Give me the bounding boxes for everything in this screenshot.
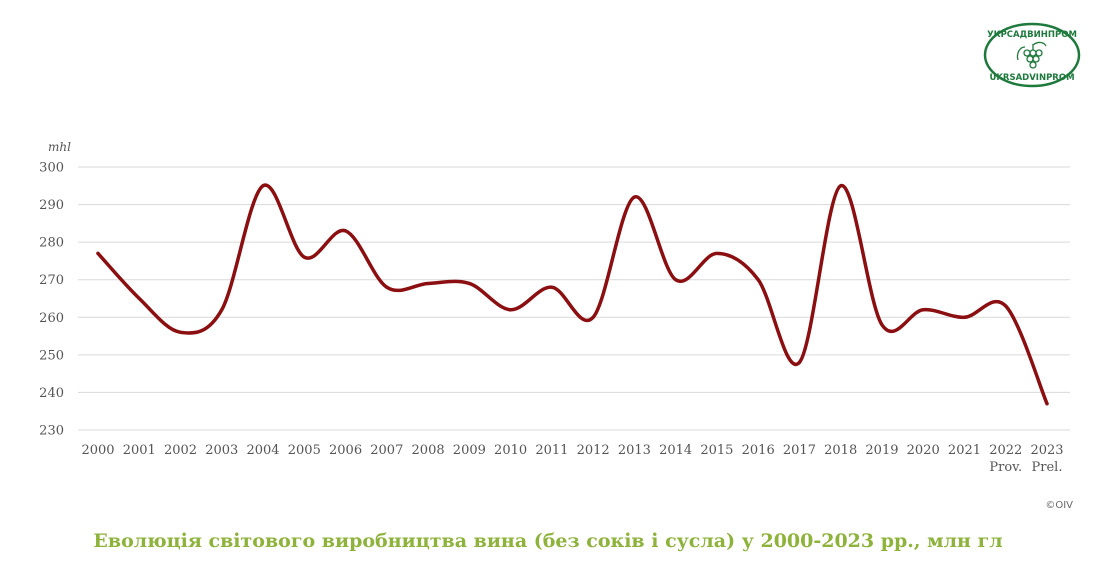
data-point-2008 [426, 281, 430, 286]
data-point-2013 [632, 195, 636, 199]
x-tick-label-2001: 2001 [123, 443, 156, 458]
data-point-2001 [137, 296, 141, 301]
data-point-2018 [839, 184, 843, 188]
x-tick-label-2023: 2023 [1030, 443, 1063, 458]
x-tick-label-2015: 2015 [700, 443, 733, 458]
data-point-2005 [302, 255, 306, 259]
y-tick-label-250: 250 [39, 348, 64, 363]
x-tick-label-2009: 2009 [453, 443, 486, 458]
x-tick-label-2011: 2011 [535, 443, 568, 458]
data-point-2009 [467, 281, 471, 286]
data-point-2019 [880, 323, 884, 327]
data-point-2006 [343, 229, 348, 233]
series [96, 183, 1049, 406]
x-tick-label-2010: 2010 [494, 443, 527, 458]
data-point-2012 [591, 315, 595, 319]
y-tick-label-260: 260 [39, 311, 64, 326]
data-point-2017 [797, 360, 802, 364]
chart-caption: Еволюція світового виробництва вина (без… [93, 530, 1003, 552]
data-point-2011 [550, 285, 554, 289]
logo-text-cyrillic: УКРСАДВИНПРОМ [987, 30, 1077, 40]
y-axis-unit-label: mhl [48, 140, 71, 154]
data-point-2015 [715, 251, 719, 256]
x-tick-label-2004: 2004 [246, 443, 279, 458]
x-axis-ticks: 2000 2001 2002 2003 2004 2005 2006 2007 2008 2009… [81, 443, 1063, 475]
data-point-2021 [962, 315, 967, 319]
data-point-2007 [385, 285, 389, 289]
x-tick-label-2017: 2017 [783, 443, 816, 458]
data-point-2020 [921, 308, 925, 312]
x-tick-label-2016: 2016 [742, 443, 775, 458]
y-tick-label-280: 280 [39, 236, 64, 251]
data-point-2003 [220, 308, 224, 312]
data-point-2022 [1004, 304, 1008, 308]
data-point-2016 [756, 278, 760, 282]
y-tick-label-300: 300 [39, 161, 64, 176]
data-point-2004 [261, 184, 265, 188]
x-tick-sublabel-2023: Prel. [1032, 460, 1063, 475]
x-tick-label-2021: 2021 [948, 443, 981, 458]
x-tick-label-2008: 2008 [412, 443, 445, 458]
data-point-2010 [509, 308, 513, 312]
source-credit: ©OIV [1045, 500, 1073, 511]
x-tick-label-2007: 2007 [370, 443, 403, 458]
logo-text-latin: UKRSADVINPROM [989, 73, 1074, 83]
x-tick-label-2005: 2005 [288, 443, 321, 458]
x-tick-label-2012: 2012 [577, 443, 610, 458]
y-tick-label-230: 230 [39, 424, 64, 439]
logo-ring [983, 22, 1081, 88]
grape-icon [1016, 41, 1047, 69]
y-tick-label-270: 270 [39, 273, 64, 288]
x-tick-label-2020: 2020 [907, 443, 940, 458]
x-tick-label-2013: 2013 [618, 443, 651, 458]
data-point-2002 [178, 330, 183, 334]
series-line-0 [96, 183, 1049, 406]
x-tick-label-2019: 2019 [865, 443, 898, 458]
x-tick-label-2006: 2006 [329, 443, 362, 458]
x-tick-label-2000: 2000 [81, 443, 114, 458]
data-point-2023 [1045, 402, 1049, 406]
x-tick-label-2003: 2003 [205, 443, 238, 458]
x-tick-sublabel-2022: Prov. [989, 460, 1022, 475]
x-tick-label-2002: 2002 [164, 443, 197, 458]
x-tick-label-2022: 2022 [989, 443, 1022, 458]
data-point-2014 [674, 278, 678, 282]
y-axis-ticks: 230 240 250 260 270 280 290 300 [39, 161, 64, 439]
data-point-2000 [96, 251, 100, 256]
x-tick-label-2018: 2018 [824, 443, 857, 458]
y-tick-label-290: 290 [39, 198, 64, 213]
ukrsadvinprom-logo: УКРСАДВИНПРОМ UKRSADVINPROM [983, 22, 1081, 88]
y-tick-label-240: 240 [39, 386, 64, 401]
x-tick-label-2014: 2014 [659, 443, 692, 458]
